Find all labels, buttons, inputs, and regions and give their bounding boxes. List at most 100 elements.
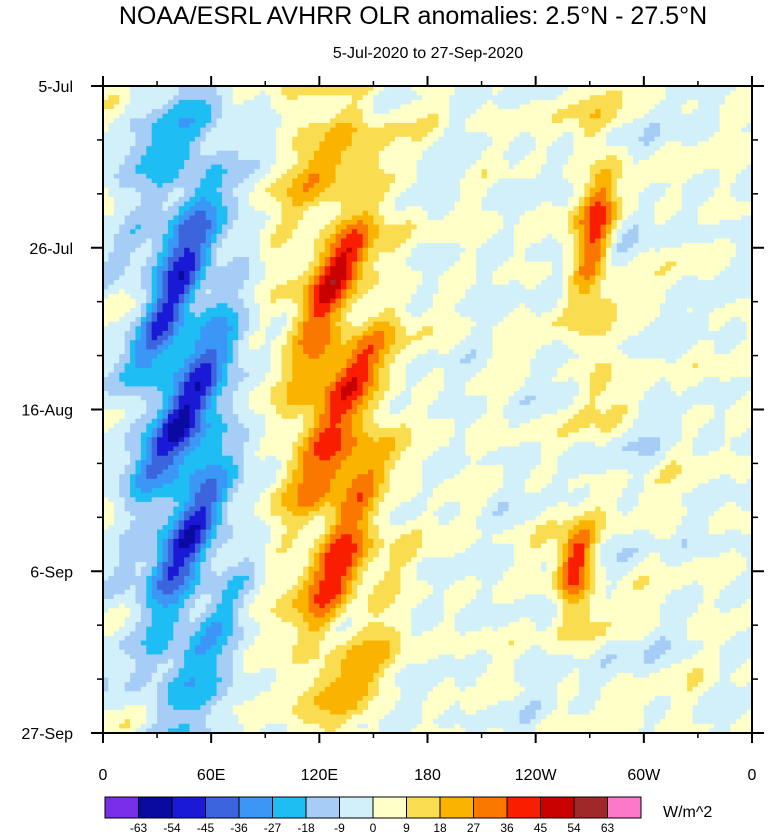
- field-cell: [119, 169, 126, 175]
- field-cell: [519, 266, 526, 272]
- field-cell: [200, 146, 207, 152]
- field-cell: [259, 192, 266, 198]
- field-cell: [308, 155, 315, 161]
- field-cell: [113, 238, 120, 244]
- field-cell: [276, 247, 283, 253]
- field-cell: [692, 146, 699, 152]
- field-cell: [119, 104, 126, 110]
- field-cell: [130, 104, 137, 110]
- field-cell: [449, 173, 456, 180]
- field-cell: [514, 261, 521, 267]
- field-cell: [595, 146, 602, 152]
- field-cell: [611, 155, 618, 161]
- field-cell: [319, 118, 326, 124]
- field-cell: [259, 256, 266, 263]
- field-cell: [589, 104, 596, 110]
- field-cell: [351, 224, 358, 230]
- field-cell: [395, 109, 402, 115]
- field-cell: [714, 113, 721, 119]
- field-cell: [681, 159, 688, 166]
- field-cell: [146, 201, 153, 207]
- field-cell: [584, 169, 591, 175]
- field-cell: [595, 233, 602, 240]
- field-cell: [124, 233, 131, 240]
- field-cell: [432, 127, 439, 133]
- field-cell: [216, 113, 223, 119]
- field-cell: [324, 109, 331, 115]
- field-cell: [551, 215, 558, 221]
- field-cell: [557, 155, 564, 161]
- field-cell: [551, 224, 558, 230]
- field-cell: [654, 127, 661, 133]
- field-cell: [405, 215, 412, 221]
- field-cell: [297, 104, 304, 110]
- field-cell: [249, 261, 256, 267]
- field-cell: [373, 192, 380, 198]
- field-cell: [486, 224, 493, 230]
- field-cell: [595, 261, 602, 267]
- field-cell: [286, 150, 293, 156]
- field-cell: [211, 261, 218, 267]
- field-cell: [616, 159, 623, 166]
- field-cell: [384, 109, 391, 115]
- field-cell: [724, 173, 731, 180]
- field-cell: [368, 118, 375, 124]
- field-cell: [308, 270, 315, 277]
- field-cell: [259, 224, 266, 230]
- field-cell: [216, 122, 223, 129]
- field-cell: [119, 118, 126, 124]
- field-cell: [130, 155, 137, 161]
- field-cell: [194, 187, 201, 193]
- field-cell: [519, 229, 526, 235]
- field-cell: [724, 196, 731, 203]
- field-cell: [340, 99, 347, 106]
- field-cell: [530, 136, 537, 143]
- field-cell: [378, 201, 385, 207]
- field-cell: [427, 196, 434, 203]
- field-cell: [724, 150, 731, 156]
- field-cell: [443, 132, 450, 138]
- field-cell: [562, 183, 569, 189]
- field-cell: [503, 164, 510, 170]
- field-cell: [546, 173, 553, 180]
- field-cell: [616, 243, 623, 249]
- field-cell: [324, 164, 331, 170]
- field-cell: [167, 252, 174, 258]
- field-cell: [254, 104, 261, 110]
- field-cell: [497, 150, 504, 156]
- field-cell: [211, 155, 218, 161]
- field-cell: [103, 206, 110, 212]
- field-cell: [443, 243, 450, 249]
- field-cell: [340, 109, 347, 115]
- field-cell: [627, 243, 634, 249]
- field-cell: [330, 275, 337, 281]
- field-cell: [497, 266, 504, 272]
- field-cell: [211, 224, 218, 230]
- field-cell: [211, 146, 218, 152]
- field-cell: [660, 86, 667, 92]
- field-cell: [470, 266, 477, 272]
- field-cell: [259, 90, 266, 96]
- field-cell: [351, 243, 358, 249]
- field-cell: [562, 127, 569, 133]
- field-cell: [389, 122, 396, 129]
- field-cell: [243, 178, 250, 184]
- field-cell: [395, 136, 402, 143]
- field-cell: [578, 252, 585, 258]
- field-cell: [735, 187, 742, 193]
- field-cell: [324, 215, 331, 221]
- field-cell: [595, 187, 602, 193]
- field-cell: [584, 104, 591, 110]
- field-cell: [627, 113, 634, 119]
- field-cell: [697, 252, 704, 258]
- field-cell: [389, 95, 396, 101]
- field-cell: [243, 247, 250, 253]
- field-cell: [459, 266, 466, 272]
- field-cell: [530, 224, 537, 230]
- field-cell: [573, 132, 580, 138]
- field-cell: [254, 238, 261, 244]
- field-cell: [492, 256, 499, 263]
- field-cell: [459, 86, 466, 92]
- field-cell: [654, 109, 661, 115]
- field-cell: [595, 206, 602, 212]
